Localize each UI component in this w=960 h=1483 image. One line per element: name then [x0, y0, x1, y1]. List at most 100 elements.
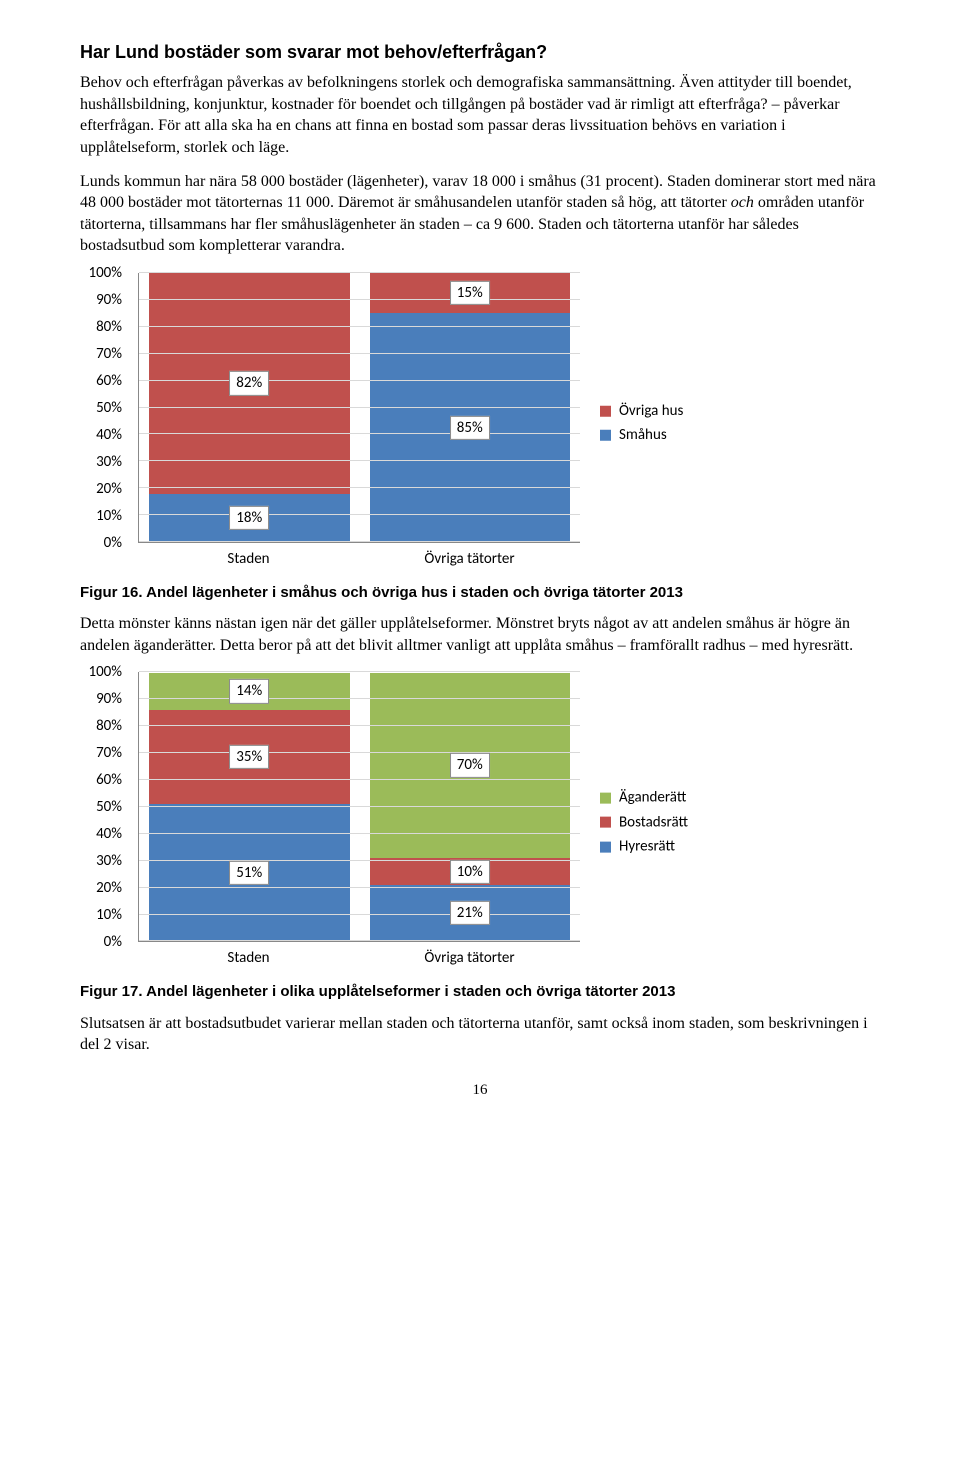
bar-segment-label: 85% [450, 416, 490, 440]
figure-17-caption: Figur 17. Andel lägenheter i olika upplå… [80, 982, 880, 1002]
legend-item: Äganderätt [600, 788, 760, 808]
bar-column: 70%10%21% [360, 672, 581, 941]
grid-line [139, 752, 580, 753]
y-tick: 10% [96, 506, 122, 526]
legend-item: Övriga hus [600, 401, 760, 421]
legend-item: Hyresrätt [600, 837, 760, 857]
grid-line [139, 833, 580, 834]
grid-line [139, 514, 580, 515]
bar-segment-label: 35% [229, 745, 269, 769]
bar-segment: 10% [370, 858, 571, 885]
legend-swatch [600, 430, 611, 441]
grid-line [139, 380, 580, 381]
legend-swatch [600, 817, 611, 828]
legend-label: Småhus [619, 425, 667, 445]
bar-segment: 85% [370, 313, 571, 542]
grid-line [139, 698, 580, 699]
legend-swatch [600, 841, 611, 852]
paragraph-3: Detta mönster känns nästan igen när det … [80, 613, 880, 656]
y-tick: 40% [96, 425, 122, 445]
paragraph-4: Slutsatsen är att bostadsutbudet variera… [80, 1013, 880, 1056]
chart-1-x-labels: StadenÖvriga tätorter [138, 545, 580, 573]
paragraph-2-italic: och [731, 194, 754, 211]
x-label: Staden [138, 944, 359, 972]
bar-segment: 15% [370, 273, 571, 313]
grid-line [139, 806, 580, 807]
y-tick: 20% [96, 479, 122, 499]
bar-segment-label: 14% [229, 679, 269, 703]
chart-1-legend: Övriga hus Småhus [600, 397, 760, 450]
grid-line [139, 272, 580, 273]
x-label: Staden [138, 545, 359, 573]
y-tick: 30% [96, 452, 122, 472]
legend-swatch [600, 405, 611, 416]
y-tick: 10% [96, 905, 122, 925]
y-tick: 80% [96, 317, 122, 337]
y-tick: 90% [96, 290, 122, 310]
legend-label: Bostadsrätt [619, 812, 688, 832]
bar-segment: 18% [149, 494, 350, 542]
bar-column: 15% 85% [360, 273, 581, 542]
y-tick: 0% [104, 932, 122, 952]
grid-line [139, 433, 580, 434]
x-label: Övriga tätorter [359, 545, 580, 573]
y-tick: 90% [96, 689, 122, 709]
grid-line [139, 407, 580, 408]
legend-label: Hyresrätt [619, 837, 675, 857]
chart-2-wrap: 0%10%20%30%40%50%60%70%80%90%100% 14%35%… [80, 672, 880, 972]
bar-segment-label: 10% [450, 859, 490, 883]
bar-column: 82% 18% [139, 273, 360, 542]
y-tick: 60% [96, 371, 122, 391]
page-number: 16 [80, 1080, 880, 1100]
y-tick: 50% [96, 797, 122, 817]
x-label: Övriga tätorter [359, 944, 580, 972]
grid-line [139, 671, 580, 672]
bar-segment-label: 18% [229, 506, 269, 530]
grid-line [139, 725, 580, 726]
y-tick: 100% [88, 263, 122, 283]
grid-line [139, 299, 580, 300]
legend-item: Bostadsrätt [600, 812, 760, 832]
chart-1: 0%10%20%30%40%50%60%70%80%90%100% 82%18%… [80, 273, 760, 573]
legend-item: Småhus [600, 425, 760, 445]
bar-segment: 35% [149, 710, 350, 804]
grid-line [139, 541, 580, 542]
bar-segment-label: 51% [229, 861, 269, 885]
figure-16-caption: Figur 16. Andel lägenheter i småhus och … [80, 583, 880, 603]
grid-line [139, 887, 580, 888]
chart-2-bars: 14%35%51%70%10%21% [139, 672, 580, 941]
bar-segment: 51% [149, 804, 350, 941]
y-tick: 30% [96, 851, 122, 871]
bar-segment: 70% [370, 673, 571, 859]
y-tick: 0% [104, 533, 122, 553]
bar-segment-label: 70% [450, 753, 490, 777]
chart-2-y-axis: 0%10%20%30%40%50%60%70%80%90%100% [80, 672, 128, 942]
y-tick: 80% [96, 716, 122, 736]
grid-line [139, 860, 580, 861]
grid-line [139, 914, 580, 915]
chart-1-wrap: 0%10%20%30%40%50%60%70%80%90%100% 82%18%… [80, 273, 880, 573]
y-tick: 20% [96, 878, 122, 898]
legend-label: Äganderätt [619, 788, 686, 808]
page-heading: Har Lund bostäder som svarar mot behov/e… [80, 40, 880, 64]
grid-line [139, 779, 580, 780]
chart-2-legend: Äganderätt Bostadsrätt Hyresrätt [600, 784, 760, 861]
bar-column: 14% 35% 51% [139, 672, 360, 941]
grid-line [139, 940, 580, 941]
paragraph-2: Lunds kommun har nära 58 000 bostäder (l… [80, 171, 880, 257]
y-tick: 100% [88, 662, 122, 682]
y-tick: 40% [96, 824, 122, 844]
y-tick: 70% [96, 743, 122, 763]
chart-1-plot: 82% 18% 15% 85% [138, 273, 580, 543]
paragraph-1: Behov och efterfrågan påverkas av befolk… [80, 72, 880, 158]
chart-1-bars: 82% 18% 15% 85% [139, 273, 580, 542]
chart-2: 0%10%20%30%40%50%60%70%80%90%100% 14%35%… [80, 672, 760, 972]
grid-line [139, 460, 580, 461]
y-tick: 60% [96, 770, 122, 790]
legend-label: Övriga hus [619, 401, 683, 421]
legend-swatch [600, 793, 611, 804]
bar-segment-label: 82% [229, 371, 269, 395]
chart-2-x-labels: StadenÖvriga tätorter [138, 944, 580, 972]
chart-2-plot: 14%35%51%70%10%21% [138, 672, 580, 942]
chart-1-y-axis: 0%10%20%30%40%50%60%70%80%90%100% [80, 273, 128, 543]
